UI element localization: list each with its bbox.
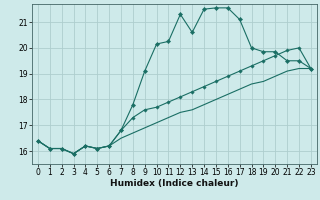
X-axis label: Humidex (Indice chaleur): Humidex (Indice chaleur)	[110, 179, 239, 188]
